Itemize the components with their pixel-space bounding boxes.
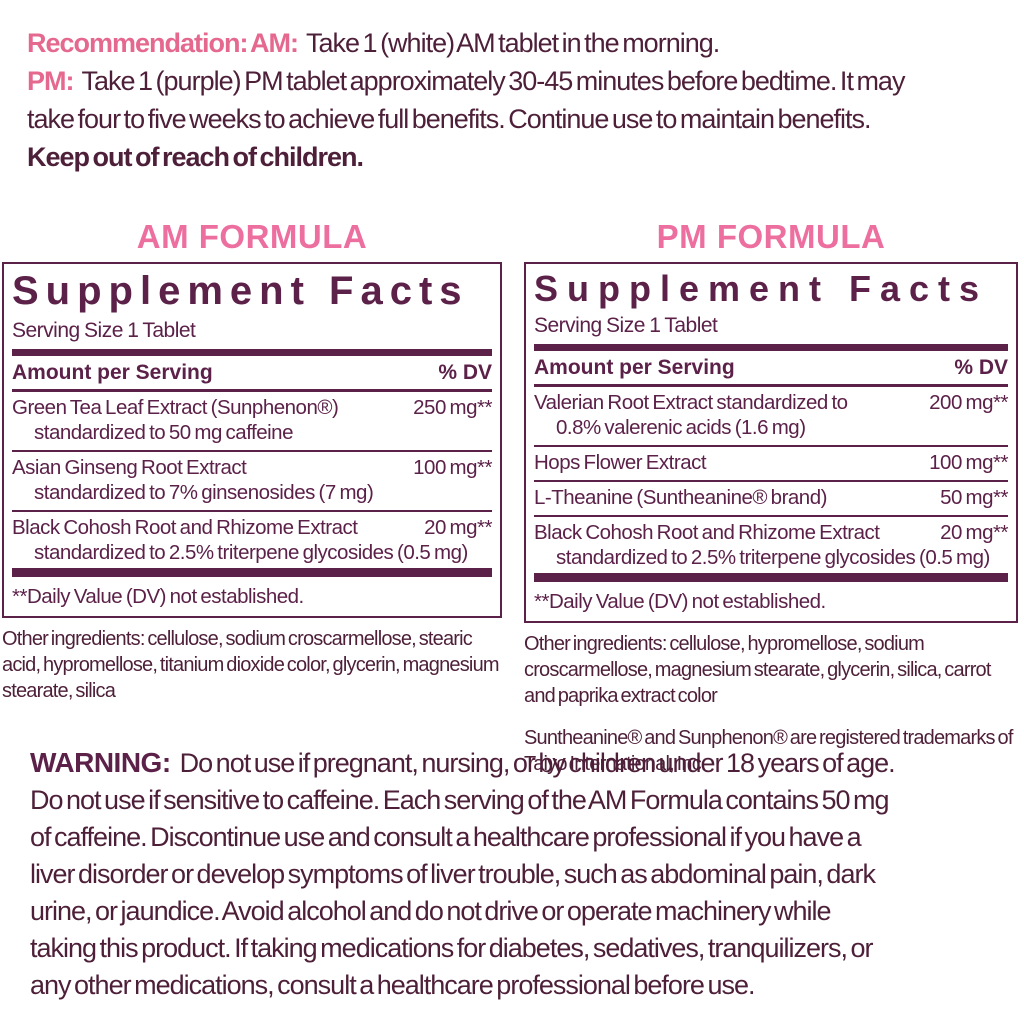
warning-block: WARNING: Do not use if pregnant, nursing,…	[30, 744, 1014, 1004]
ingredient-name: Asian Ginseng Root Extract	[12, 456, 247, 479]
recommendation-block: Recommendation: AM: Take 1 (white) AM tab…	[27, 24, 1010, 176]
thick-divider	[534, 573, 1008, 583]
warning-line: urine, or jaundice. Avoid alcohol and do…	[30, 896, 832, 926]
am-formula-title: AM FORMULA	[136, 218, 368, 255]
supplement-facts-panel-pm: Supplement Facts Serving Size 1 Tablet A…	[524, 262, 1018, 624]
ingredient-row: Asian Ginseng Root Extract 100 mg** stan…	[12, 452, 492, 512]
ingredient-row: Green Tea Leaf Extract (Sunphenon®) 250 …	[12, 392, 492, 452]
ingredient-amount: 100 mg**	[929, 451, 1008, 475]
facts-header-row: Amount per Serving % DV	[12, 356, 492, 392]
daily-value-note: **Daily Value (DV) not established.	[534, 590, 826, 614]
ingredient-name: Black Cohosh Root and Rhizome Extract	[534, 521, 880, 545]
ingredient-amount: 50 mg**	[940, 486, 1008, 510]
percent-dv-label: % DV	[954, 356, 1008, 380]
warning-label: WARNING:	[30, 747, 171, 778]
recommendation-text: take four to five weeks to achieve full …	[27, 104, 872, 134]
ingredient-amount: 20 mg**	[940, 521, 1008, 545]
ingredient-row: Black Cohosh Root and Rhizome Extract 20…	[534, 517, 1008, 575]
panel-title: Supplement Facts	[534, 268, 989, 309]
ingredient-row: Valerian Root Extract standardized to 20…	[534, 387, 1008, 448]
ingredient-amount: 20 mg**	[424, 516, 492, 539]
ingredient-detail: standardized to 2.5% triterpene glycosid…	[556, 546, 990, 570]
ingredient-name: L-Theanine (Suntheanine® brand)	[534, 486, 827, 510]
formula-columns: AM FORMULA Supplement Facts Serving Size…	[2, 218, 1018, 777]
ingredient-amount: 200 mg**	[929, 391, 1008, 415]
ingredient-detail: standardized to 7% ginsenosides (7 mg)	[34, 481, 374, 504]
warning-line: WARNING: Do not use if pregnant, nursing,…	[30, 744, 1014, 782]
warning-line: any other medications, consult a healthc…	[30, 970, 756, 1000]
daily-value-note: **Daily Value (DV) not established.	[12, 585, 304, 608]
supplement-facts-panel-am: Supplement Facts Serving Size 1 Tablet A…	[2, 262, 502, 618]
amount-per-serving-label: Amount per Serving	[12, 361, 213, 384]
recommendation-pm-prefix: PM:	[27, 66, 74, 96]
thick-divider	[12, 568, 492, 577]
panel-title: Supplement Facts	[12, 269, 469, 313]
ingredient-amount: 250 mg**	[413, 396, 492, 419]
trademark-note: Suntheanine® and Sunphenon® are register…	[524, 727, 1013, 776]
serving-size: Serving Size 1 Tablet	[12, 319, 196, 342]
am-formula-column: AM FORMULA Supplement Facts Serving Size…	[2, 218, 502, 777]
pm-formula-title: PM FORMULA	[656, 218, 886, 255]
other-ingredients-pm: Other ingredients: cellulose, hypromello…	[524, 633, 991, 708]
recommendation-line: PM: Take 1 (purple) PM tablet approximate…	[27, 62, 1010, 100]
warning-text: Do not use if pregnant, nursing, or by c…	[179, 748, 896, 778]
recommendation-am-prefix: Recommendation: AM:	[27, 28, 299, 58]
serving-size: Serving Size 1 Tablet	[534, 314, 718, 338]
ingredient-name: Green Tea Leaf Extract (Sunphenon®)	[12, 396, 339, 419]
ingredient-detail: standardized to 2.5% triterpene glycosid…	[34, 541, 468, 564]
ingredient-name: Hops Flower Extract	[534, 451, 707, 475]
amount-per-serving-label: Amount per Serving	[534, 356, 735, 380]
ingredient-row: Hops Flower Extract 100 mg**	[534, 447, 1008, 483]
thick-divider	[534, 344, 1008, 352]
ingredient-row: Black Cohosh Root and Rhizome Extract 20…	[12, 512, 492, 570]
ingredient-name: Black Cohosh Root and Rhizome Extract	[12, 516, 358, 539]
warning-line: taking this product. If taking medicatio…	[30, 933, 874, 963]
warning-line: of caffeine. Discontinue use and consult…	[30, 822, 862, 852]
recommendation-text: Keep out of reach of children.	[27, 142, 364, 172]
recommendation-line: take four to five weeks to achieve full …	[27, 100, 1010, 138]
ingredient-amount: 100 mg**	[413, 456, 492, 479]
warning-line: Do not use if sensitive to caffeine. Eac…	[30, 785, 890, 815]
thick-divider	[12, 349, 492, 356]
ingredient-detail: 0.8% valerenic acids (1.6 mg)	[556, 416, 806, 440]
percent-dv-label: % DV	[438, 361, 492, 384]
pm-formula-column: PM FORMULA Supplement Facts Serving Size…	[524, 218, 1018, 777]
ingredient-name: Valerian Root Extract standardized to	[534, 391, 848, 415]
ingredient-detail: standardized to 50 mg caffeine	[34, 421, 293, 444]
recommendation-line: Recommendation: AM: Take 1 (white) AM tab…	[27, 24, 1010, 62]
recommendation-text: Take 1 (white) AM tablet in the morning.	[306, 28, 720, 58]
recommendation-text: Take 1 (purple) PM tablet approximately …	[81, 66, 906, 96]
warning-line: liver disorder or develop symptoms of li…	[30, 859, 876, 889]
facts-header-row: Amount per Serving % DV	[534, 351, 1008, 388]
keep-out-of-reach-note: Keep out of reach of children.	[27, 138, 1010, 176]
other-ingredients-am: Other ingredients: cellulose, sodium cro…	[2, 628, 500, 702]
ingredient-row: L-Theanine (Suntheanine® brand) 50 mg**	[534, 482, 1008, 518]
